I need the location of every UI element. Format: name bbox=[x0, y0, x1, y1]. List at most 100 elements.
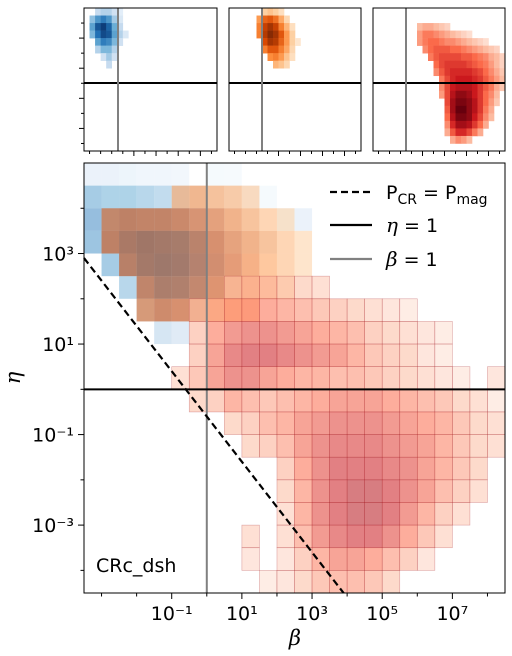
top-right-heatmap-cell bbox=[466, 38, 473, 46]
top-middle-heatmap-cell bbox=[289, 23, 296, 31]
main-red-heatmap-cell bbox=[276, 321, 295, 345]
top-middle-heatmap-cell bbox=[284, 53, 290, 61]
top-right-heatmap-cell bbox=[461, 38, 467, 46]
main-red-heatmap-cell bbox=[434, 456, 453, 481]
main-red-heatmap-cell bbox=[311, 524, 330, 549]
main-red-heatmap-cell bbox=[416, 456, 436, 481]
main-red-heatmap-cell bbox=[294, 298, 313, 322]
top-right-heatmap-cell bbox=[477, 53, 484, 61]
top-middle-heatmap-cell bbox=[278, 8, 285, 16]
main-axis-ticks: 10⁻¹ 10¹ 10³ 10⁵ 10⁷ 10³ 10¹ 10⁻¹ 10⁻³ bbox=[32, 207, 488, 625]
top-right-heatmap-cell bbox=[499, 83, 505, 92]
main-red-heatmap-cell bbox=[206, 321, 225, 345]
main-red-heatmap-cell bbox=[188, 298, 208, 322]
top-right-heatmap-cell bbox=[472, 60, 478, 69]
main-red-heatmap-cell bbox=[452, 479, 471, 503]
top-middle-ticks bbox=[234, 151, 356, 156]
top-right-heatmap-cell bbox=[483, 53, 489, 61]
top-right-heatmap-cell bbox=[439, 75, 445, 84]
main-orange-heatmap-cell bbox=[119, 208, 137, 231]
main-blue-heatmap-cell bbox=[224, 163, 242, 186]
top-right-heatmap-cell bbox=[433, 45, 440, 54]
top-left-ticks bbox=[79, 22, 212, 156]
top-right-heatmap-cell bbox=[477, 75, 484, 84]
main-red-heatmap-cell bbox=[311, 343, 330, 367]
main-red-heatmap-cell bbox=[311, 366, 330, 390]
main-red-heatmap-cell bbox=[381, 411, 401, 435]
main-orange-heatmap-cell bbox=[294, 230, 313, 254]
main-red-heatmap-cell bbox=[364, 456, 383, 481]
main-blue-heatmap-cell bbox=[154, 163, 172, 186]
main-red-heatmap-cell bbox=[294, 389, 313, 413]
main-blue-heatmap-cell bbox=[294, 208, 313, 231]
main-red-heatmap-cell bbox=[294, 456, 313, 481]
main-red-heatmap-cell bbox=[294, 343, 313, 367]
top-right-heatmap-cell bbox=[483, 113, 489, 122]
main-red-heatmap-cell bbox=[381, 456, 401, 481]
main-blue-heatmap-cell bbox=[171, 321, 190, 345]
main-red-heatmap-cell bbox=[329, 411, 348, 435]
main-orange-heatmap-cell bbox=[189, 230, 207, 254]
main-red-heatmap-cell bbox=[241, 343, 260, 367]
top-middle-plot-area bbox=[256, 8, 301, 69]
main-red-heatmap-cell bbox=[364, 321, 383, 345]
main-red-heatmap-cell bbox=[259, 366, 278, 390]
main-red-heatmap-cell bbox=[346, 366, 365, 390]
top-right-heatmap-cell bbox=[428, 38, 434, 46]
top-right-heatmap-cell bbox=[455, 105, 462, 114]
top-middle-heatmap-cell bbox=[256, 15, 263, 24]
main-red-heatmap-cell bbox=[276, 502, 295, 526]
top-right-heatmap-cell bbox=[466, 30, 473, 39]
top-right-heatmap-cell bbox=[477, 105, 484, 114]
main-red-heatmap-cell bbox=[241, 366, 260, 390]
top-right-heatmap-cell bbox=[494, 83, 500, 92]
top-left-heatmap-cell bbox=[100, 30, 107, 39]
top-right-heatmap-cell bbox=[472, 128, 478, 137]
top-right-heatmap-cell bbox=[461, 53, 467, 61]
main-orange-heatmap-cell bbox=[101, 208, 120, 231]
top-right-heatmap-cell bbox=[466, 75, 473, 84]
top-right-heatmap-cell bbox=[455, 83, 462, 92]
top-right-heatmap-cell bbox=[450, 120, 456, 129]
top-right-heatmap-cell bbox=[466, 53, 473, 61]
top-right-heatmap-cell bbox=[499, 68, 505, 77]
main-orange-heatmap-cell bbox=[259, 208, 277, 231]
main-red-heatmap-cell bbox=[276, 366, 295, 390]
main-red-heatmap-cell bbox=[346, 434, 365, 458]
top-right-heatmap-cell bbox=[488, 68, 495, 77]
top-middle-heatmap-cell bbox=[262, 23, 268, 31]
top-right-heatmap-cell bbox=[461, 60, 467, 69]
main-blue-heatmap-cell bbox=[84, 185, 102, 209]
main-red-heatmap-cell bbox=[294, 411, 313, 435]
top-right-heatmap-cell bbox=[439, 90, 445, 99]
top-right-heatmap-cell bbox=[461, 90, 467, 99]
main-red-heatmap-cell bbox=[364, 343, 383, 367]
top-right-heatmap-cell bbox=[494, 98, 500, 107]
main-red-heatmap-cell bbox=[276, 547, 295, 571]
main-red-heatmap-cell bbox=[259, 343, 278, 367]
main-orange-heatmap-cell bbox=[136, 298, 155, 322]
main-red-heatmap-cell bbox=[399, 389, 418, 413]
top-right-heatmap-cell bbox=[444, 113, 451, 122]
top-right-heatmap-cell bbox=[461, 45, 467, 54]
main-blue-heatmap-cell bbox=[101, 163, 120, 186]
top-left-heatmap-cell bbox=[100, 23, 107, 31]
main-red-heatmap-cell bbox=[452, 434, 471, 458]
top-right-heatmap-cell bbox=[450, 75, 456, 84]
top-left-heatmap-cell bbox=[117, 23, 124, 31]
top-right-heatmap-cell bbox=[444, 23, 451, 31]
top-right-heatmap-cell bbox=[439, 83, 445, 92]
legend-label: PCR = Pmag bbox=[386, 182, 488, 208]
top-right-heatmap-cell bbox=[455, 90, 462, 99]
top-middle-heatmap-cell bbox=[273, 15, 279, 24]
top-right-heatmap-cell bbox=[433, 68, 440, 77]
top-right-heatmap-cell bbox=[428, 30, 434, 39]
top-right-heatmap-cell bbox=[472, 68, 478, 77]
top-right-heatmap-cell bbox=[433, 53, 440, 61]
main-orange-heatmap-cell bbox=[136, 230, 155, 254]
main-red-heatmap-cell bbox=[364, 524, 383, 549]
main-orange-heatmap-cell bbox=[294, 253, 313, 277]
top-right-heatmap-cell bbox=[466, 128, 473, 137]
top-right-heatmap-cell bbox=[455, 68, 462, 77]
top-left-frame bbox=[83, 7, 218, 152]
